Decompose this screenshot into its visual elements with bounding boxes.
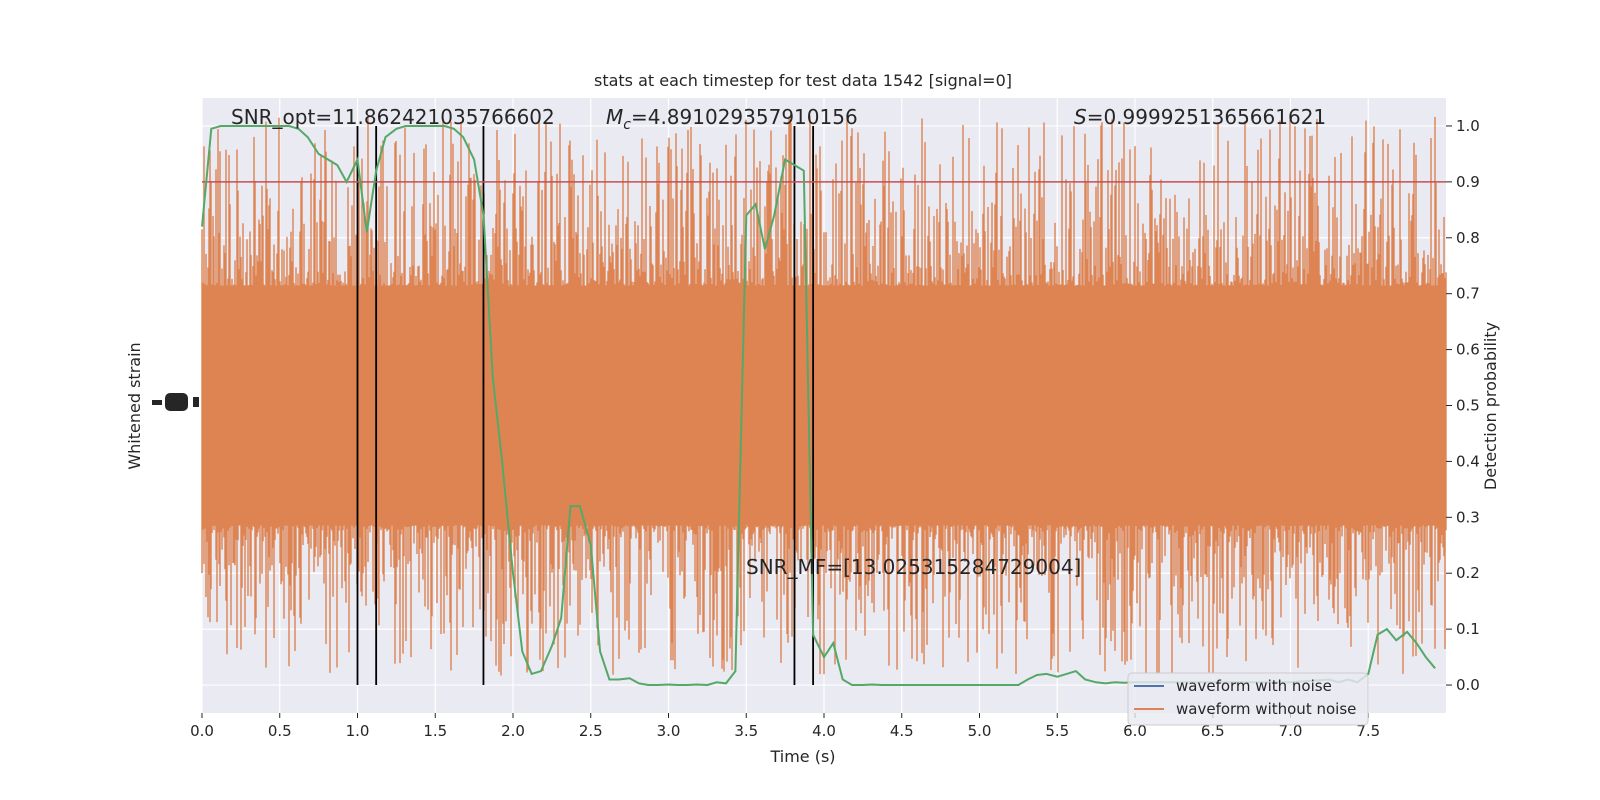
y-tick-label: 0.0: [1456, 676, 1480, 694]
legend: waveform with noise waveform without noi…: [1127, 672, 1369, 726]
left-tick-clutter: [193, 397, 199, 407]
y-left-axis-ticks: [152, 393, 199, 411]
y-right-axis-label: Detection probability: [1481, 322, 1500, 490]
noise-waveform-path: [201, 115, 1447, 676]
y-tick-label: 0.2: [1456, 564, 1480, 582]
waveform-without-noise-series: [201, 115, 1447, 676]
left-tick-clutter: [152, 400, 162, 405]
mc-subscript: c: [623, 117, 631, 133]
y-tick-label: 0.4: [1456, 452, 1480, 470]
x-tick-label: 4.5: [890, 722, 914, 740]
x-tick-label: 0.5: [268, 722, 292, 740]
x-tick-label: 1.5: [423, 722, 447, 740]
x-tick-label: 6.5: [1201, 722, 1225, 740]
legend-label-with-noise: waveform with noise: [1176, 677, 1332, 695]
snr-opt-annotation: SNR_opt=11.862421035766602: [231, 105, 555, 129]
x-tick-label: 3.0: [657, 722, 681, 740]
x-tick-label: 1.0: [346, 722, 370, 740]
y-tick-label: 1.0: [1456, 117, 1480, 135]
x-tick-label: 3.5: [734, 722, 758, 740]
x-tick-label: 6.0: [1123, 722, 1147, 740]
s-value: =0.9999251365661621: [1087, 105, 1326, 129]
x-tick-label: 5.5: [1045, 722, 1069, 740]
legend-label-without-noise: waveform without noise: [1176, 700, 1356, 718]
chart-title: stats at each timestep for test data 154…: [594, 71, 1012, 90]
y-right-axis-ticks: 0.0 0.1 0.2 0.3 0.4 0.5 0.6 0.7 0.8 0.9 1.0: [1446, 117, 1480, 694]
y-tick-label: 0.6: [1456, 341, 1480, 359]
x-tick-label: 5.0: [968, 722, 992, 740]
legend-box: [1127, 672, 1369, 726]
left-tick-clutter: [165, 393, 188, 411]
y-left-axis-label: Whitened strain: [125, 342, 144, 469]
x-tick-label: 2.5: [579, 722, 603, 740]
s-annotation: S=0.9999251365661621: [1074, 105, 1326, 129]
x-tick-label: 0.0: [190, 722, 214, 740]
detection-probability-line: [201, 125, 1436, 687]
x-axis-label: Time (s): [769, 747, 835, 766]
mc-symbol: M: [606, 105, 623, 129]
snr-mf-annotation: SNR_MF=[13.025315284729004]: [746, 555, 1081, 579]
mc-value: =4.891029357910156: [631, 105, 858, 129]
x-tick-label: 7.0: [1279, 722, 1303, 740]
y-tick-label: 0.3: [1456, 508, 1480, 526]
y-tick-label: 0.9: [1456, 173, 1480, 191]
x-tick-label: 4.0: [812, 722, 836, 740]
mc-annotation: Mc=4.891029357910156: [606, 105, 858, 133]
y-tick-label: 0.1: [1456, 620, 1480, 638]
y-tick-label: 0.8: [1456, 229, 1480, 247]
x-axis-ticks: 0.0 0.5 1.0 1.5 2.0 2.5 3.0 3.5 4.0 4.5 5.0 5.5 6.0 6…: [190, 713, 1380, 740]
x-tick-label: 7.5: [1356, 722, 1380, 740]
x-tick-label: 2.0: [501, 722, 525, 740]
y-tick-label: 0.7: [1456, 285, 1480, 303]
y-tick-label: 0.5: [1456, 397, 1480, 415]
s-symbol: S: [1074, 105, 1087, 129]
